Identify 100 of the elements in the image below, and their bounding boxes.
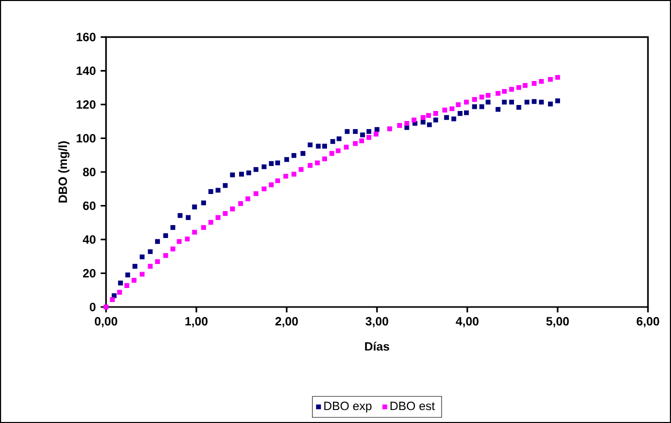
point: [170, 246, 176, 252]
point: [275, 178, 280, 184]
point: [254, 191, 258, 196]
point: [148, 264, 153, 269]
point: [184, 236, 190, 242]
point: [192, 204, 197, 210]
point: [360, 132, 365, 138]
point: [201, 225, 206, 230]
point: [222, 211, 228, 216]
point: [268, 161, 274, 166]
point: [486, 100, 490, 105]
y-axis-title: DBO (mg/l): [58, 141, 70, 203]
point: [456, 102, 461, 108]
point: [397, 123, 402, 128]
point: [344, 144, 349, 150]
x-tick-label: 2,00: [275, 317, 298, 328]
y-tick-label: 140: [76, 66, 96, 76]
point: [222, 183, 228, 188]
point: [420, 115, 426, 120]
point: [163, 233, 168, 238]
point: [117, 290, 122, 295]
point: [532, 99, 537, 104]
point: [336, 148, 341, 154]
point: [124, 283, 130, 288]
point: [208, 220, 214, 225]
point: [336, 136, 342, 142]
point: [308, 142, 313, 148]
y-tick-label: 60: [83, 202, 96, 210]
point: [322, 144, 328, 149]
point: [522, 83, 528, 88]
point: [502, 88, 507, 94]
y-tick-label: 20: [83, 268, 96, 278]
point: [275, 160, 280, 166]
point: [433, 118, 438, 122]
point: [433, 111, 438, 116]
point: [298, 167, 304, 172]
legend-label: DBO exp: [324, 402, 372, 413]
point: [352, 129, 358, 134]
x-tick-label: 6,00: [636, 317, 660, 328]
point: [516, 104, 522, 110]
x-tick-label: 1,00: [185, 317, 208, 328]
x-tick-label: 3,00: [366, 317, 388, 328]
x-axis-title: Días: [365, 342, 390, 351]
point: [366, 129, 372, 134]
point: [291, 172, 296, 177]
point: [374, 132, 378, 136]
point: [426, 113, 431, 118]
point: [479, 104, 484, 110]
point: [538, 78, 544, 84]
point: [458, 111, 462, 116]
point: [524, 100, 530, 105]
point: [450, 106, 454, 112]
point: [155, 259, 160, 264]
y-tick-label: 0: [90, 302, 96, 312]
point: [374, 127, 380, 132]
point: [314, 160, 320, 166]
point: [132, 278, 136, 283]
point: [170, 225, 176, 230]
y-tick-label: 80: [83, 168, 96, 176]
point: [254, 167, 258, 172]
point: [486, 92, 490, 98]
point: [239, 172, 244, 177]
point: [479, 94, 484, 100]
point: [344, 129, 350, 134]
point: [496, 107, 500, 112]
point: [110, 297, 115, 302]
x-tick-label: 4,00: [456, 317, 479, 328]
point: [442, 108, 448, 112]
point: [308, 163, 313, 168]
y-tick-label: 120: [76, 100, 96, 109]
point: [230, 172, 235, 178]
point: [155, 239, 160, 244]
point: [516, 85, 522, 90]
y-tick-label: 100: [76, 134, 96, 143]
point: [426, 122, 432, 128]
point: [216, 215, 220, 220]
point: [444, 115, 449, 120]
point: [464, 110, 469, 116]
point: [387, 126, 392, 132]
point: [186, 215, 191, 220]
legend-label: DBO est: [390, 402, 435, 410]
point: [104, 304, 108, 310]
point: [464, 100, 469, 105]
point: [555, 98, 560, 104]
point: [238, 201, 244, 206]
point: [322, 156, 328, 162]
point: [412, 118, 416, 122]
point: [291, 153, 296, 158]
point: [112, 293, 117, 298]
point: [472, 97, 477, 102]
point: [329, 151, 334, 156]
point: [230, 206, 235, 212]
point: [208, 189, 214, 194]
point: [178, 213, 182, 218]
point: [245, 196, 250, 202]
point: [532, 81, 537, 86]
point: [163, 253, 168, 258]
point: [140, 272, 145, 277]
point: [451, 116, 456, 122]
x-tick-label: 0,00: [94, 317, 118, 328]
